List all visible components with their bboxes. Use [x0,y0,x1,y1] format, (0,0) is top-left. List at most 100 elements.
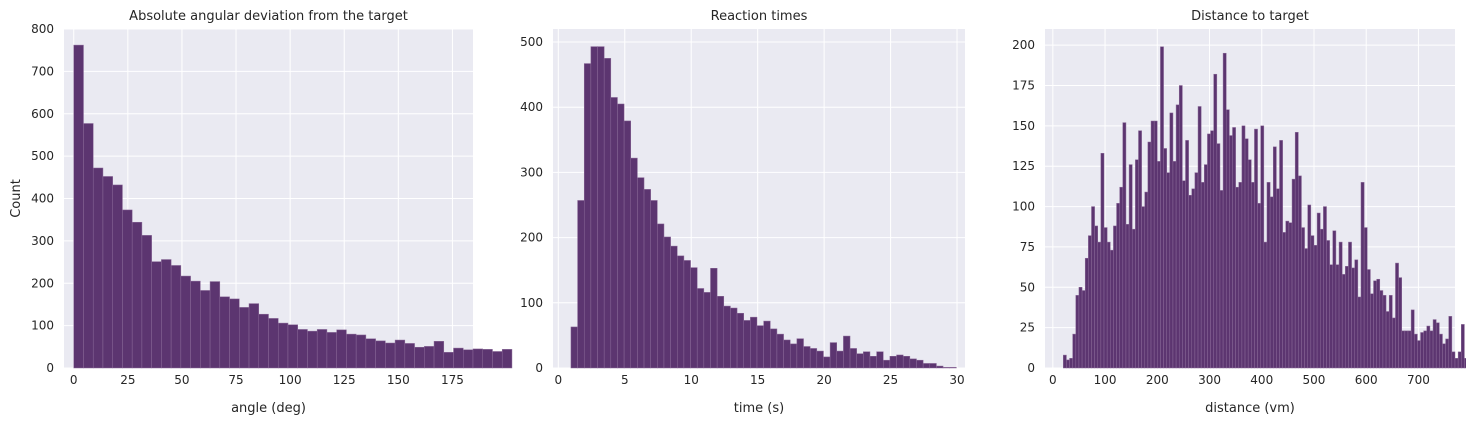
histogram-bar [1410,309,1415,369]
histogram-bar [1360,182,1365,369]
histogram-bar [1326,240,1330,369]
histogram-bar [1069,358,1073,369]
histogram-bar [617,103,625,369]
histogram-bar [650,200,658,369]
histogram-bar [1241,125,1246,369]
x-tick-labels: 0 5 10 15 20 25 30 [554,373,964,387]
histogram-bar [1216,143,1221,369]
x-tick-label: 600 [1355,373,1378,387]
histogram-bar [258,313,269,369]
y-tick-label: 200 [520,231,543,245]
y-tick-label: 800 [31,22,54,36]
x-tick-label: 20 [816,373,831,387]
histogram-bar [1066,359,1070,369]
histogram-bar [190,280,201,369]
histogram-bar [1113,225,1117,369]
histogram-bar [776,333,784,369]
histogram-bar [1197,106,1202,369]
histogram-bar [1075,295,1080,369]
histogram-bar [151,261,162,369]
histogram-bar [1091,206,1095,369]
chart-title: Reaction times [711,9,808,24]
histogram-bar [326,332,337,369]
histogram-bar [743,320,751,369]
histogram-bar [1172,161,1177,369]
histogram-bar [1204,164,1208,369]
histogram-bar [219,296,230,369]
histogram-bar [1439,333,1443,369]
histogram-bar [1445,338,1449,369]
x-tick-label: 10 [684,373,699,387]
histogram-bar [277,322,289,369]
histogram-bar [200,290,211,369]
histogram-bar [1135,159,1139,369]
histogram-bar [829,342,837,369]
histogram-bar [239,307,250,369]
chart-title: Absolute angular deviation from the targ… [129,9,408,24]
histogram-bar [1291,178,1296,369]
histogram-bar [1219,190,1224,369]
histogram-bar [590,46,598,369]
histogram-bar [936,365,944,369]
histogram-bar [1294,132,1299,369]
histogram-bar [1382,295,1387,369]
histogram-bar [1323,206,1327,369]
histogram-bars [570,46,957,369]
y-tick-labels: 0 25 50 75 100 125 150 175 200 [1012,38,1035,375]
histogram-bar [1272,146,1277,369]
histogram-bar [1072,333,1077,369]
x-tick-label: 0 [554,373,562,387]
histogram-bar [1345,266,1349,369]
histogram-bar [896,354,904,369]
histogram-bar [1063,354,1067,369]
x-tick-label: 700 [1407,373,1430,387]
histogram-bar [1457,351,1462,369]
histogram-bar [630,157,638,369]
x-axis-label: angle (deg) [231,401,306,416]
y-tick-label: 500 [31,149,54,163]
histogram-bar [803,346,811,369]
histogram-bar [823,356,831,369]
histogram-bar [424,346,435,369]
histogram-bar [1229,135,1233,369]
histogram-bar [433,341,445,369]
histogram-bar [131,221,143,369]
histogram-bar [501,349,513,369]
histogram-bar [394,339,406,369]
histogram-bar [1426,325,1431,369]
histogram-bar [597,46,605,369]
y-tick-label: 75 [1020,240,1035,254]
histogram-bar [1335,264,1340,369]
histogram-bar [1122,122,1127,369]
histogram-bar [949,367,957,369]
y-tick-label: 200 [31,276,54,290]
histogram-bar [1363,227,1368,369]
x-tick-label: 100 [279,373,302,387]
histogram-bar [922,363,931,369]
y-tick-label: 300 [31,234,54,248]
histogram-bar [443,352,454,369]
histogram-bar [750,316,758,369]
histogram-bar [1078,287,1083,369]
histogram-bar [683,260,691,369]
x-tick-label: 175 [441,373,464,387]
histogram-bar [783,339,791,369]
histogram-bar [670,245,678,369]
histogram-bar [1260,125,1265,369]
histogram-bar [1213,73,1218,369]
histogram-bar [375,340,386,369]
histogram-bar [703,292,711,369]
histogram-bar [909,358,917,369]
angle-histogram-panel: 0 25 50 75 100 125 150 175 0 100 200 300 400 500 600 7… [9,9,513,416]
y-tick-label: 175 [1012,79,1035,93]
histogram-bar [929,363,937,369]
histogram-bar [1182,180,1186,369]
histogram-bar [1257,203,1261,369]
histogram-bar [1417,340,1421,369]
histogram-bar [1367,269,1371,369]
y-tick-label: 500 [520,35,543,49]
histogram-bar [1106,241,1111,369]
histogram-bar [1200,182,1205,369]
y-tick-label: 100 [520,296,543,310]
histogram-bar [1338,241,1343,369]
